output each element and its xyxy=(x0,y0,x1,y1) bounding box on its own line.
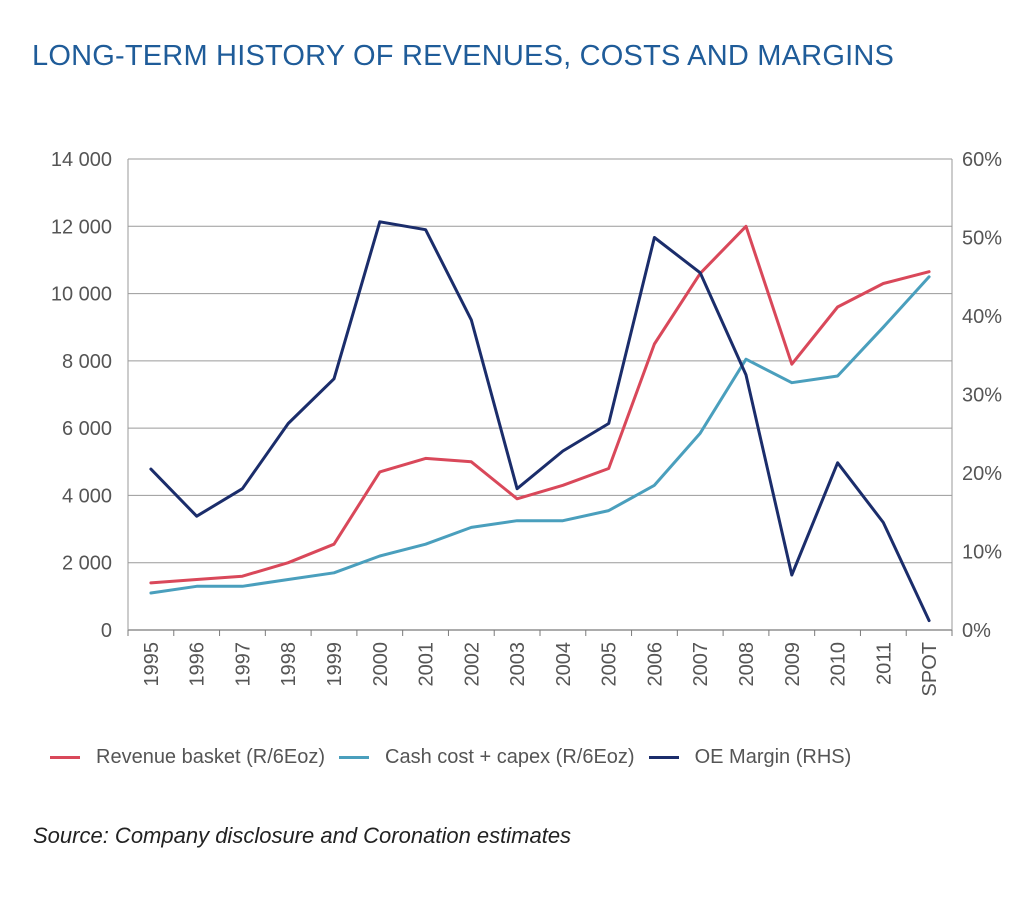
x-tick-label: SPOT xyxy=(919,642,941,696)
y-left-tick-label: 4 000 xyxy=(62,485,112,507)
series-lines xyxy=(149,220,931,623)
tick-labels: 0 2 000 4 000 6 000 8 000 10 000 12 000 14 000 0… xyxy=(51,149,1002,696)
y-right-tick-label: 50% xyxy=(962,228,1002,250)
y-right-tick-label: 0% xyxy=(962,620,991,642)
y-left-tick-label: 6 000 xyxy=(62,418,112,440)
legend-swatch-cash-cost xyxy=(339,756,370,759)
legend-swatch-oe-margin xyxy=(648,756,679,759)
legend-item-oe-margin: OE Margin (RHS) xyxy=(648,746,852,769)
axes xyxy=(127,159,953,636)
legend: Revenue basket (R/6Eoz) Cash cost + cape… xyxy=(50,746,865,769)
x-tick-label: 1997 xyxy=(232,642,254,687)
x-tick-label: 2000 xyxy=(370,642,392,687)
x-tick-label: 2003 xyxy=(507,642,529,687)
x-tick-label: 2007 xyxy=(690,642,712,687)
legend-item-cash-cost: Cash cost + capex (R/6Eoz) xyxy=(339,746,635,769)
x-tick-label: 2006 xyxy=(644,642,666,687)
y-right-tick-label: 30% xyxy=(962,385,1002,407)
legend-swatch-revenue xyxy=(50,756,80,759)
x-tick-label: 1995 xyxy=(141,642,163,687)
x-tick-label: 2002 xyxy=(461,642,483,687)
x-tick-label: 1996 xyxy=(187,642,209,687)
y-left-tick-label: 2 000 xyxy=(62,553,112,575)
y-left-tick-label: 10 000 xyxy=(51,284,112,306)
x-tick-label: 2008 xyxy=(736,642,758,687)
grid-lines xyxy=(128,158,952,564)
legend-label-revenue: Revenue basket (R/6Eoz) xyxy=(96,746,326,768)
x-tick-label: 1999 xyxy=(324,642,346,687)
x-tick-label: 2004 xyxy=(553,642,575,687)
y-left-tick-label: 12 000 xyxy=(51,216,112,238)
y-left-tick-label: 8 000 xyxy=(62,351,112,373)
legend-label-cash-cost: Cash cost + capex (R/6Eoz) xyxy=(385,746,635,768)
legend-item-revenue: Revenue basket (R/6Eoz) xyxy=(50,746,325,769)
y-left-tick-label: 14 000 xyxy=(51,149,112,171)
x-tick-label: 1998 xyxy=(278,642,300,687)
x-tick-label: 2009 xyxy=(782,642,804,687)
y-right-tick-label: 60% xyxy=(962,149,1002,171)
y-right-tick-label: 40% xyxy=(962,306,1002,328)
x-tick-label: 2010 xyxy=(828,642,850,687)
x-tick-label: 2001 xyxy=(416,642,438,687)
legend-label-oe-margin: OE Margin (RHS) xyxy=(694,746,852,768)
series-line-revenue xyxy=(149,224,931,585)
y-right-tick-label: 10% xyxy=(962,542,1002,564)
y-left-tick-label: 0 xyxy=(101,620,112,642)
series-line-oe-margin xyxy=(149,220,931,623)
chart-title: LONG-TERM HISTORY OF REVENUES, COSTS AND… xyxy=(32,40,895,72)
x-tick-label: 2005 xyxy=(599,642,621,687)
x-tick-label: 2011 xyxy=(873,642,895,685)
y-right-tick-label: 20% xyxy=(962,463,1002,485)
series-line-cash-cost xyxy=(149,275,931,595)
source-note: Source: Company disclosure and Coronatio… xyxy=(33,823,572,848)
